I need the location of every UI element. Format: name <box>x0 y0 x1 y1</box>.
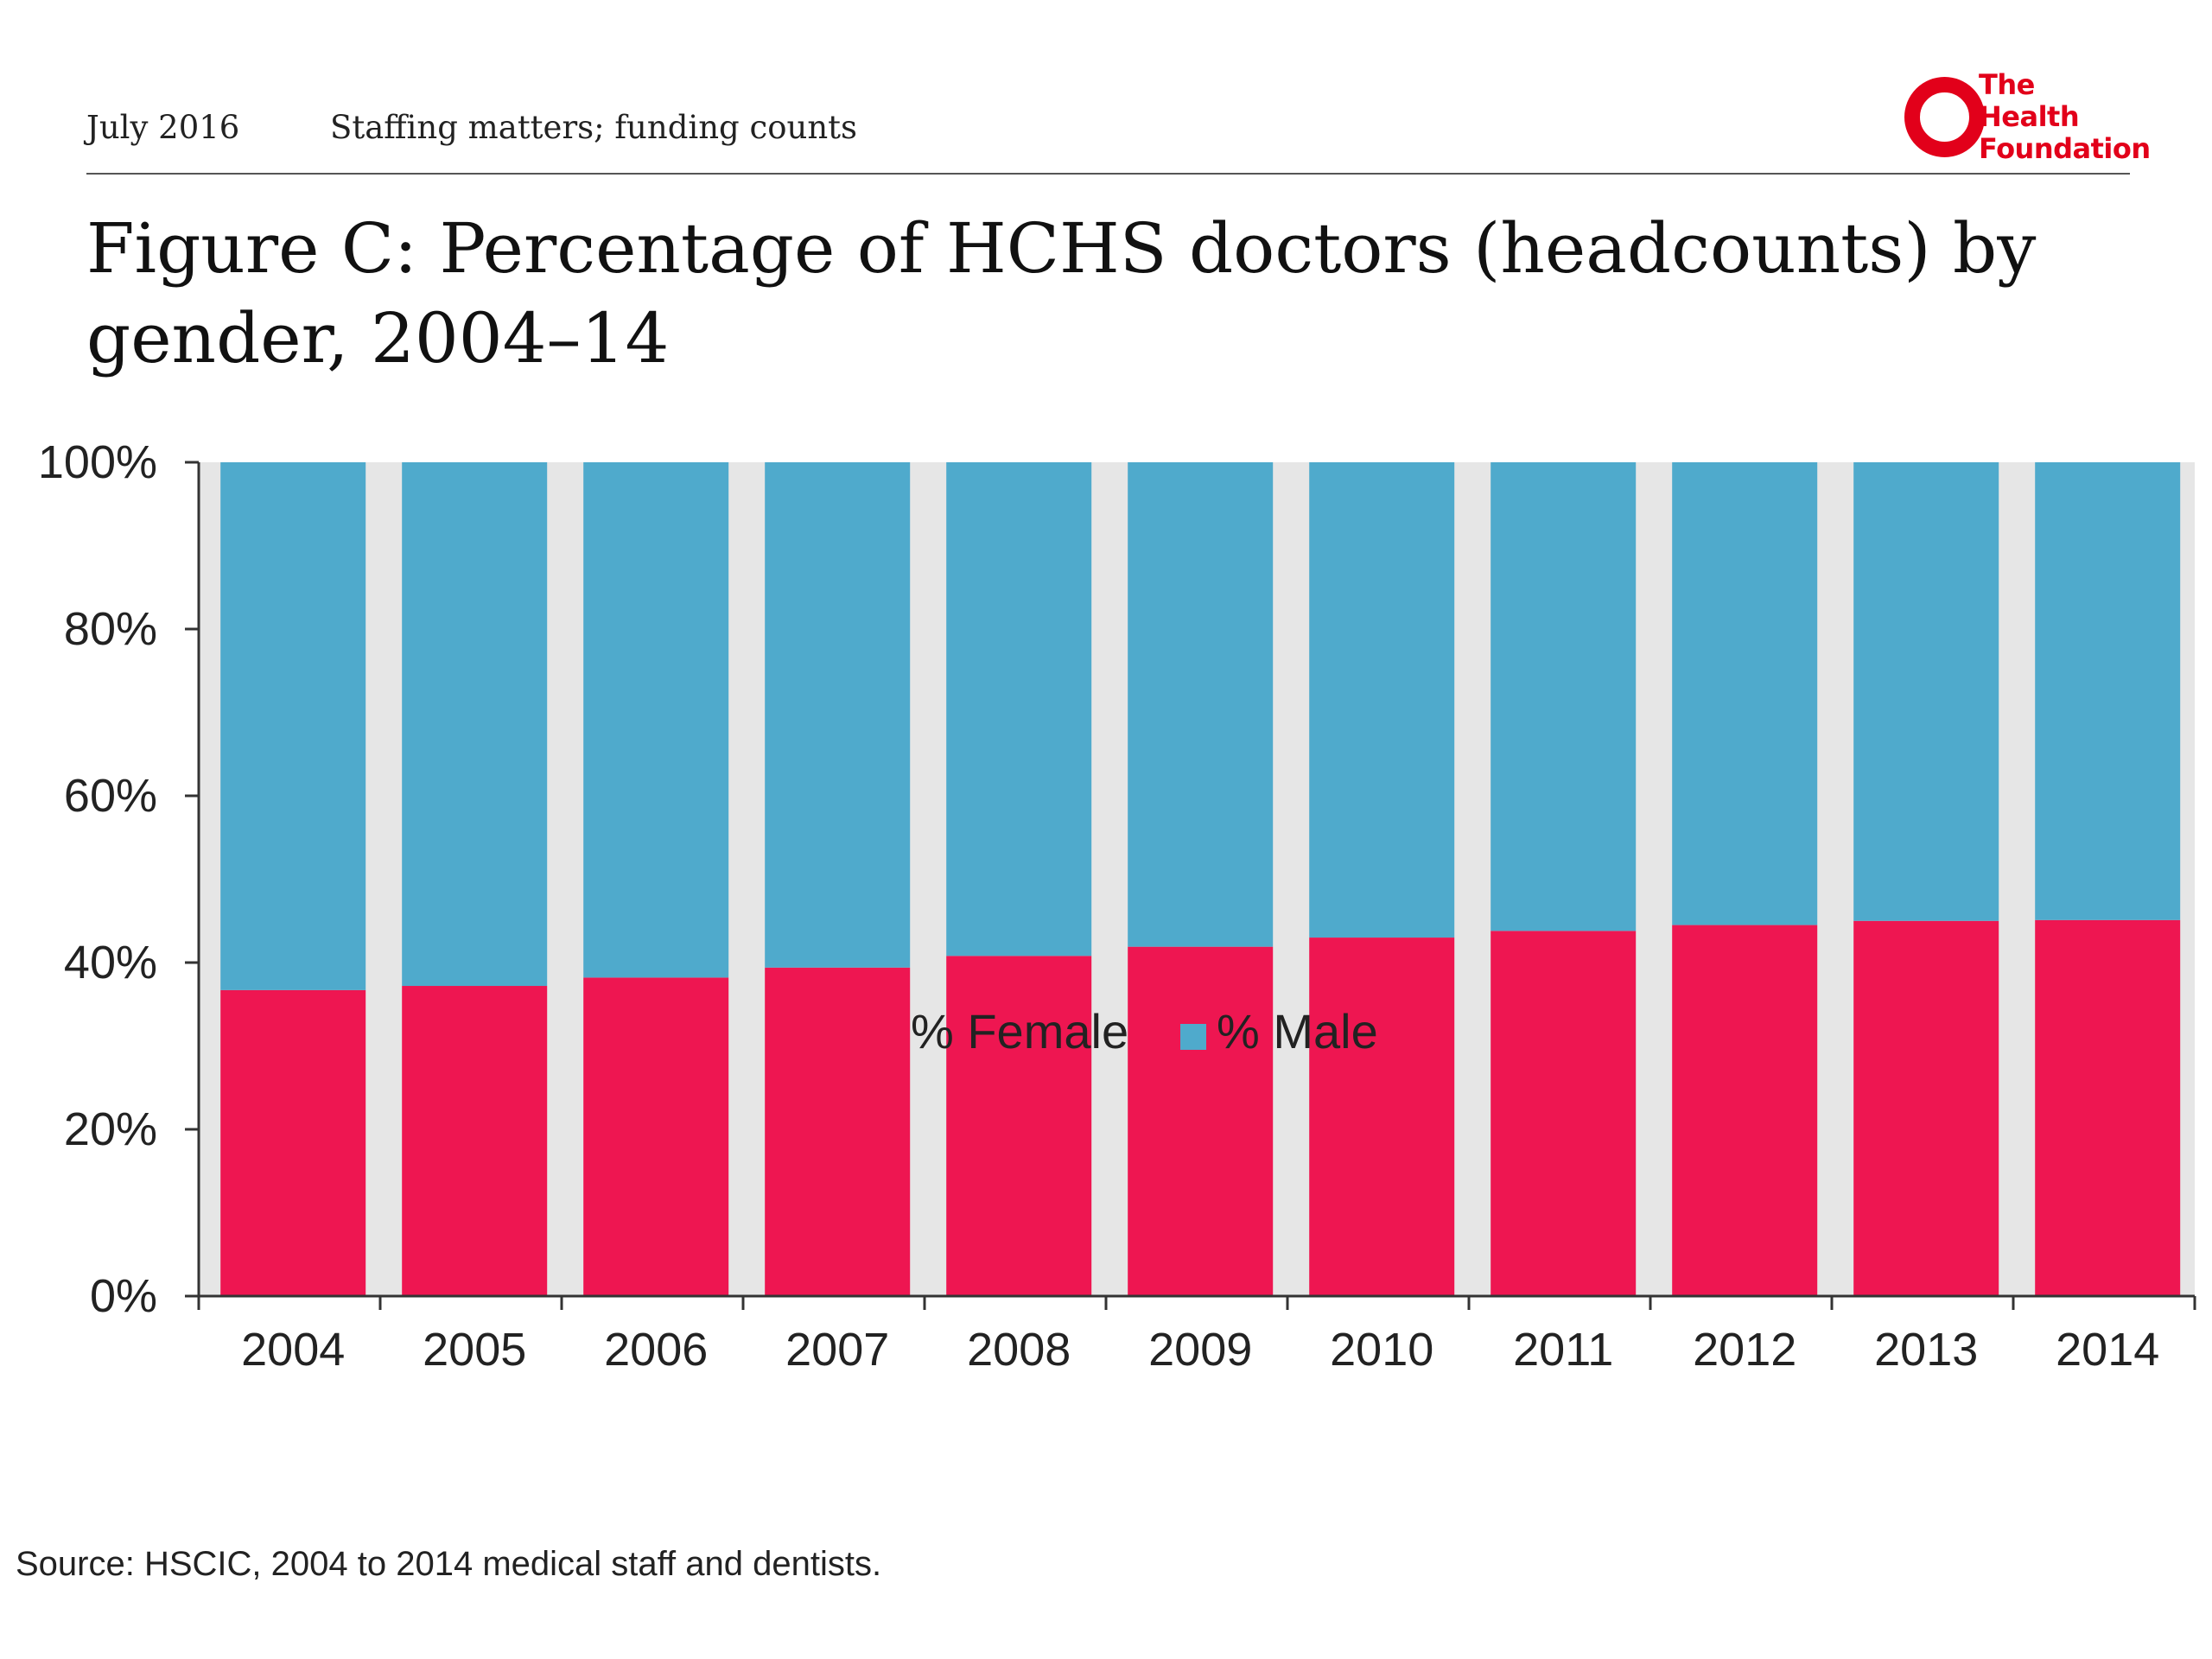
y-tick-label: 100% <box>38 436 157 488</box>
bar-female-2008 <box>946 956 1092 1296</box>
legend-swatch-female <box>874 1024 900 1050</box>
bar-male-2008 <box>946 462 1092 957</box>
legend: % Female % Male <box>874 1004 1378 1058</box>
health-foundation-logo-icon <box>1904 77 1985 157</box>
bar-male-2014 <box>2035 462 2181 920</box>
y-tick-label: 40% <box>64 937 157 988</box>
logo-line-2: Health <box>1979 100 2080 133</box>
bar-female-2004 <box>220 989 366 1296</box>
x-tick-label: 2010 <box>1330 1324 1433 1376</box>
bar-male-2012 <box>1672 462 1818 925</box>
bar-female-2014 <box>2035 919 2181 1296</box>
bar-male-2013 <box>1853 462 1999 921</box>
bar-female-2006 <box>583 977 729 1296</box>
header-divider <box>86 173 2130 175</box>
bar-male-2011 <box>1491 462 1637 931</box>
x-tick-label: 2007 <box>785 1324 889 1376</box>
x-tick-label: 2006 <box>604 1324 708 1376</box>
logo-line-1: The <box>1979 68 2035 101</box>
y-tick-label: 20% <box>64 1103 157 1155</box>
legend-label-female: % Female <box>911 1004 1128 1058</box>
x-tick-label: 2009 <box>1148 1324 1252 1376</box>
y-tick-label: 60% <box>64 770 157 822</box>
bars-group <box>220 462 2181 1296</box>
x-tick-label: 2012 <box>1693 1324 1796 1376</box>
x-tick-label: 2008 <box>967 1324 1071 1376</box>
bar-female-2013 <box>1853 920 1999 1296</box>
y-tick-label: 80% <box>64 603 157 655</box>
source-note: Source: HSCIC, 2004 to 2014 medical staf… <box>16 1545 882 1583</box>
figure-title: Figure C: Percentage of HCHS doctors (he… <box>86 208 2037 378</box>
document-title: Staffing matters; funding counts <box>330 109 858 146</box>
bar-female-2012 <box>1672 925 1818 1296</box>
y-tick-label: 0% <box>90 1270 157 1322</box>
x-tick-label: 2005 <box>423 1324 526 1376</box>
bar-female-2007 <box>765 967 911 1296</box>
header-date: July 2016 <box>86 109 240 146</box>
bar-male-2010 <box>1309 462 1455 938</box>
stacked-bar-chart: 2004 2005 2006 2007 2008 2009 2010 2011 2012 2013… <box>38 436 2196 1376</box>
legend-swatch-male <box>1180 1024 1206 1050</box>
x-tick-label: 2013 <box>1874 1324 1978 1376</box>
bar-male-2009 <box>1128 462 1274 947</box>
logo-line-3: Foundation <box>1979 132 2151 165</box>
bar-male-2005 <box>402 462 548 987</box>
bar-female-2005 <box>402 986 548 1296</box>
axes-group: 2004 2005 2006 2007 2008 2009 2010 2011 2012 2013… <box>38 436 2196 1376</box>
x-tick-label: 2004 <box>241 1324 345 1376</box>
bar-male-2007 <box>765 462 911 968</box>
bar-female-2009 <box>1128 946 1274 1296</box>
logo-wordmark: The Health Foundation <box>1979 69 2151 165</box>
x-tick-label: 2014 <box>2056 1324 2159 1376</box>
bar-female-2011 <box>1491 931 1637 1296</box>
bar-male-2004 <box>220 462 366 990</box>
legend-label-male: % Male <box>1217 1004 1378 1058</box>
bar-female-2010 <box>1309 938 1455 1296</box>
x-tick-label: 2011 <box>1513 1324 1613 1376</box>
bar-male-2006 <box>583 462 729 978</box>
